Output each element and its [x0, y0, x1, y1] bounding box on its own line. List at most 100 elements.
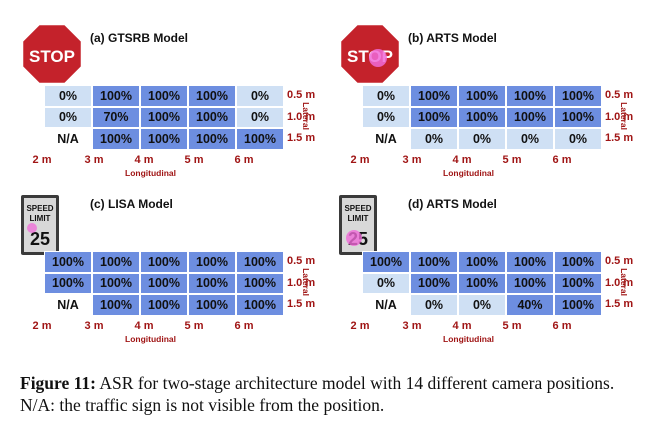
panel-b: STOP(b) ARTS Model0%100%100%100%100%0%10…: [318, 20, 633, 190]
asr-cell: 100%: [92, 251, 140, 273]
asr-cell: 0%: [362, 272, 410, 295]
lateral-tick-label: 1.5 m: [287, 132, 316, 145]
longitudinal-tick-label: 6 m: [552, 320, 572, 332]
longitudinal-tick-label: 5 m: [502, 320, 522, 332]
y-axis-label: Lateral: [301, 268, 311, 296]
asr-cell: 100%: [458, 85, 506, 107]
adversarial-patch-icon: [346, 230, 362, 246]
asr-cell: 100%: [410, 272, 458, 295]
asr-cell: 100%: [236, 294, 284, 316]
asr-cell: 100%: [140, 294, 188, 316]
patched-stop-sign-icon: STOP: [338, 22, 402, 86]
asr-cell: 0%: [236, 85, 284, 107]
x-axis-label: Longitudinal: [125, 168, 176, 178]
figure-caption: Figure 11: ASR for two-stage architectur…: [20, 372, 630, 416]
asr-cell: 100%: [410, 251, 458, 273]
longitudinal-tick-label: 6 m: [552, 154, 572, 166]
longitudinal-tick-label: 4 m: [134, 154, 154, 166]
lateral-tick-label: 1.5 m: [287, 298, 316, 311]
asr-cell: 0%: [554, 128, 602, 150]
asr-cell: 0%: [506, 128, 554, 150]
adversarial-patch-icon: [369, 49, 387, 67]
asr-cell: 0%: [458, 128, 506, 150]
panel-title: (d) ARTS Model: [408, 197, 497, 211]
asr-cell: 100%: [410, 85, 458, 107]
asr-cell: 100%: [506, 272, 554, 295]
asr-cell: 0%: [410, 128, 458, 150]
lateral-tick-label: 1.5 m: [605, 132, 634, 145]
asr-cell: 100%: [140, 85, 188, 107]
asr-cell: N/A: [44, 294, 92, 316]
asr-cell: 100%: [236, 128, 284, 150]
lateral-tick-label: 1.5 m: [605, 298, 634, 311]
longitudinal-tick-label: 5 m: [502, 154, 522, 166]
asr-cell: 0%: [362, 85, 410, 107]
speed-sign-line1: SPEED: [26, 204, 53, 213]
asr-grid: 100% 100% 100% 100% 100% 0% 100% 100% 100% 100% N/…: [362, 251, 602, 316]
longitudinal-tick-label: 3 m: [402, 154, 422, 166]
asr-cell: N/A: [44, 128, 92, 150]
asr-cell: N/A: [362, 128, 410, 150]
asr-cell: 100%: [236, 251, 284, 273]
longitudinal-tick-label: 4 m: [452, 320, 472, 332]
longitudinal-tick-label: 2 m: [350, 320, 370, 332]
speed-sign-line2: LIMIT: [30, 214, 51, 223]
longitudinal-tick-label: 2 m: [32, 154, 52, 166]
asr-cell: 100%: [140, 251, 188, 273]
asr-cell: 100%: [188, 251, 236, 273]
asr-cell: 100%: [458, 272, 506, 295]
asr-cell: 100%: [236, 272, 284, 295]
lateral-tick-label: 0.5 m: [287, 255, 316, 267]
asr-grid: 0% 100% 100% 100% 0% 0% 70% 100% 100% 0% N/A 100% 10…: [44, 85, 284, 150]
speed-sign-line2: LIMIT: [348, 214, 369, 223]
sticker-icon: [27, 223, 37, 233]
asr-cell: 100%: [188, 128, 236, 150]
asr-cell: 100%: [140, 106, 188, 129]
asr-cell: 0%: [236, 106, 284, 129]
longitudinal-tick-label: 6 m: [234, 320, 254, 332]
asr-cell: 100%: [92, 294, 140, 316]
longitudinal-tick-label: 4 m: [134, 320, 154, 332]
asr-cell: 100%: [188, 272, 236, 295]
longitudinal-tick-label: 5 m: [184, 154, 204, 166]
longitudinal-tick-label: 2 m: [350, 154, 370, 166]
asr-cell: 0%: [44, 106, 92, 129]
asr-cell: 100%: [362, 251, 410, 273]
asr-cell: 0%: [458, 294, 506, 316]
asr-cell: 100%: [554, 294, 602, 316]
asr-cell: 100%: [506, 106, 554, 129]
x-axis-label: Longitudinal: [443, 334, 494, 344]
asr-cell: 100%: [188, 294, 236, 316]
lateral-tick-label: 0.5 m: [605, 255, 634, 267]
stop-sign-icon: STOP: [20, 22, 84, 86]
asr-cell: 100%: [554, 106, 602, 129]
caption-label: Figure 11:: [20, 373, 96, 393]
asr-cell: 100%: [188, 106, 236, 129]
lateral-tick-label: 1.0 m: [605, 110, 634, 123]
asr-cell: 100%: [44, 251, 92, 273]
speed-sign-value: 25: [30, 229, 50, 249]
x-axis-label: Longitudinal: [125, 334, 176, 344]
asr-cell: 100%: [458, 106, 506, 129]
asr-cell: 100%: [188, 85, 236, 107]
y-axis-label: Lateral: [619, 102, 629, 130]
x-axis-label: Longitudinal: [443, 168, 494, 178]
asr-grid: 100% 100% 100% 100% 100% 100% 100% 100% 100% 100%…: [44, 251, 284, 316]
longitudinal-tick-label: 5 m: [184, 320, 204, 332]
asr-cell: 100%: [410, 106, 458, 129]
asr-cell: 40%: [506, 294, 554, 316]
asr-cell: 100%: [506, 251, 554, 273]
longitudinal-tick-label: 2 m: [32, 320, 52, 332]
asr-cell: 100%: [554, 272, 602, 295]
asr-cell: 100%: [458, 251, 506, 273]
panel-title: (c) LISA Model: [90, 197, 173, 211]
panel-a: STOP (a) GTSRB Model 0% 100% 100% 100% 0% 0% 70%…: [0, 20, 315, 190]
lateral-tick-label: 1.0 m: [287, 110, 316, 123]
y-axis-label: Lateral: [619, 268, 629, 296]
asr-cell: 0%: [362, 106, 410, 129]
asr-cell: 100%: [44, 272, 92, 295]
panel-title: (b) ARTS Model: [408, 31, 497, 45]
